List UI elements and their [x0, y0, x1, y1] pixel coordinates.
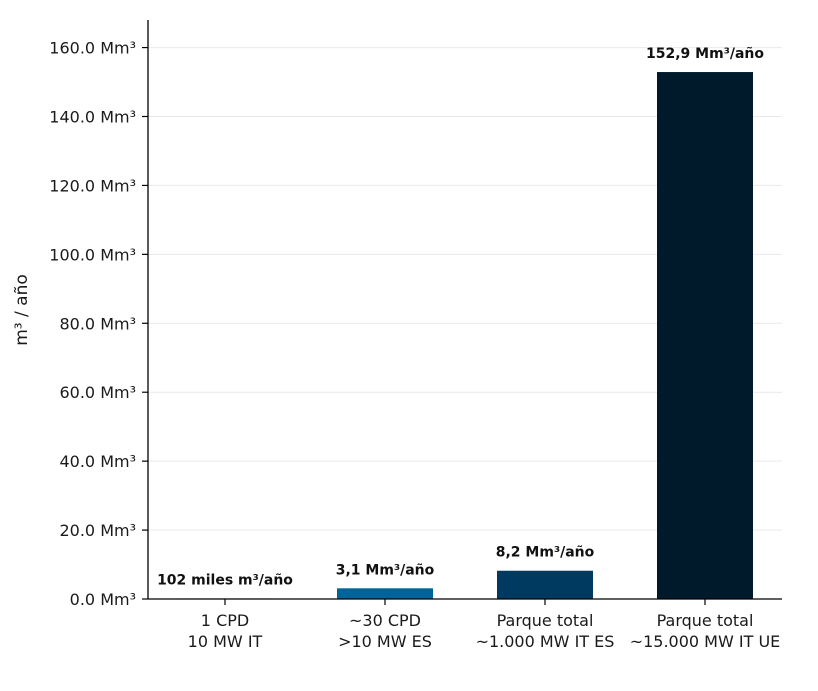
x-tick-label: ~15.000 MW IT UE: [630, 632, 781, 651]
gridlines: [148, 47, 782, 531]
y-tick-label: 40.0 Mm³: [59, 452, 136, 471]
x-tick-label: ~30 CPD: [349, 611, 421, 630]
y-axis-title: m³ / año: [12, 274, 32, 346]
y-tick-label: 0.0 Mm³: [70, 590, 136, 609]
y-tick-label: 100.0 Mm³: [49, 245, 136, 264]
y-tick-label: 120.0 Mm³: [49, 176, 136, 195]
bars: [177, 72, 753, 599]
data-label: 3,1 Mm³/año: [336, 562, 435, 578]
y-tick-label: 160.0 Mm³: [49, 39, 136, 58]
x-tick-label: ~1.000 MW IT ES: [476, 632, 615, 651]
x-tick-label: >10 MW ES: [338, 632, 432, 651]
axes: [142, 20, 782, 605]
data-label: 152,9 Mm³/año: [646, 46, 764, 62]
y-tick-label: 60.0 Mm³: [59, 383, 136, 402]
y-tick-label: 20.0 Mm³: [59, 521, 136, 540]
bar: [337, 588, 433, 599]
x-tick-label: 10 MW IT: [188, 632, 263, 651]
y-tick-label: 140.0 Mm³: [49, 108, 136, 127]
bar: [657, 72, 753, 599]
y-tick-label: 80.0 Mm³: [59, 314, 136, 333]
x-tick-label: 1 CPD: [201, 611, 249, 630]
x-tick-label: Parque total: [497, 611, 594, 630]
data-label: 102 miles m³/año: [157, 572, 293, 588]
bar: [497, 570, 593, 599]
data-label: 8,2 Mm³/año: [496, 545, 595, 561]
x-tick-label: Parque total: [657, 611, 754, 630]
labels: 0.0 Mm³ 20.0 Mm³ 40.0 Mm³ 60.0 Mm³ 80.0 Mm³ 1…: [49, 39, 780, 651]
